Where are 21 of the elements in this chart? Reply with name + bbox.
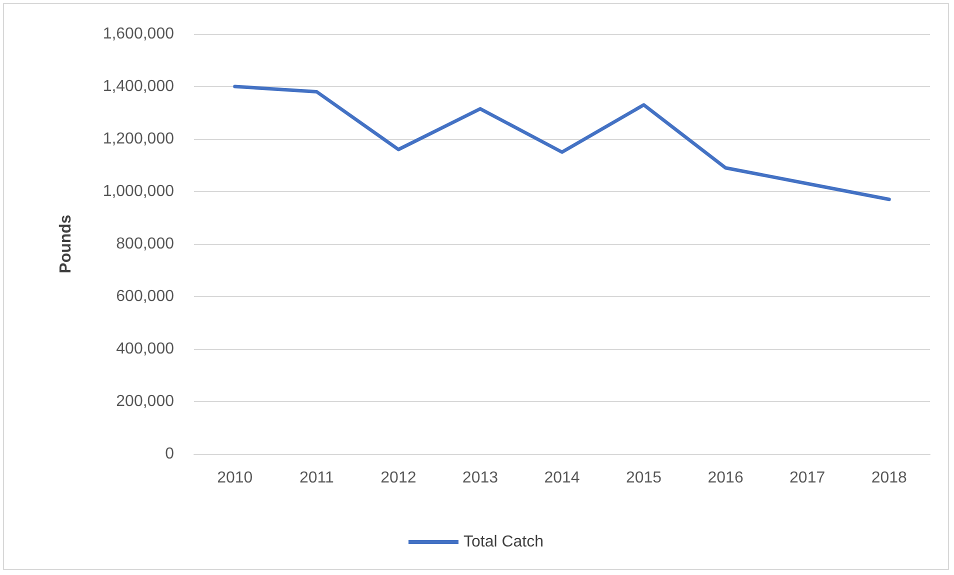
legend-label: Total Catch bbox=[463, 534, 544, 550]
y-tick-label: 1,000,000 bbox=[102, 183, 174, 200]
y-axis-title: Pounds bbox=[58, 214, 74, 274]
y-tick-label: 200,000 bbox=[116, 393, 174, 410]
x-tick-label: 2017 bbox=[790, 470, 826, 486]
x-tick-label: 2010 bbox=[217, 470, 253, 486]
y-tick-label: 1,200,000 bbox=[102, 130, 174, 148]
x-tick-label: 2011 bbox=[299, 470, 334, 486]
x-tick-label: 2012 bbox=[380, 470, 416, 486]
x-tick-label: 2015 bbox=[626, 470, 662, 486]
x-tick-label: 2013 bbox=[462, 470, 498, 486]
x-tick-label: 2016 bbox=[708, 470, 744, 486]
line-series bbox=[233, 84, 891, 202]
y-tick-label: 1,400,000 bbox=[102, 78, 174, 95]
x-tick-label: 2014 bbox=[544, 470, 580, 486]
y-tick-label: 0 bbox=[165, 446, 174, 462]
y-tick-label: 800,000 bbox=[116, 236, 174, 252]
y-tick-label: 1,600,000 bbox=[102, 26, 174, 42]
x-tick-label: 2018 bbox=[871, 470, 908, 486]
y-tick-label: 600,000 bbox=[116, 288, 174, 305]
y-tick-label: 400,000 bbox=[116, 340, 174, 358]
